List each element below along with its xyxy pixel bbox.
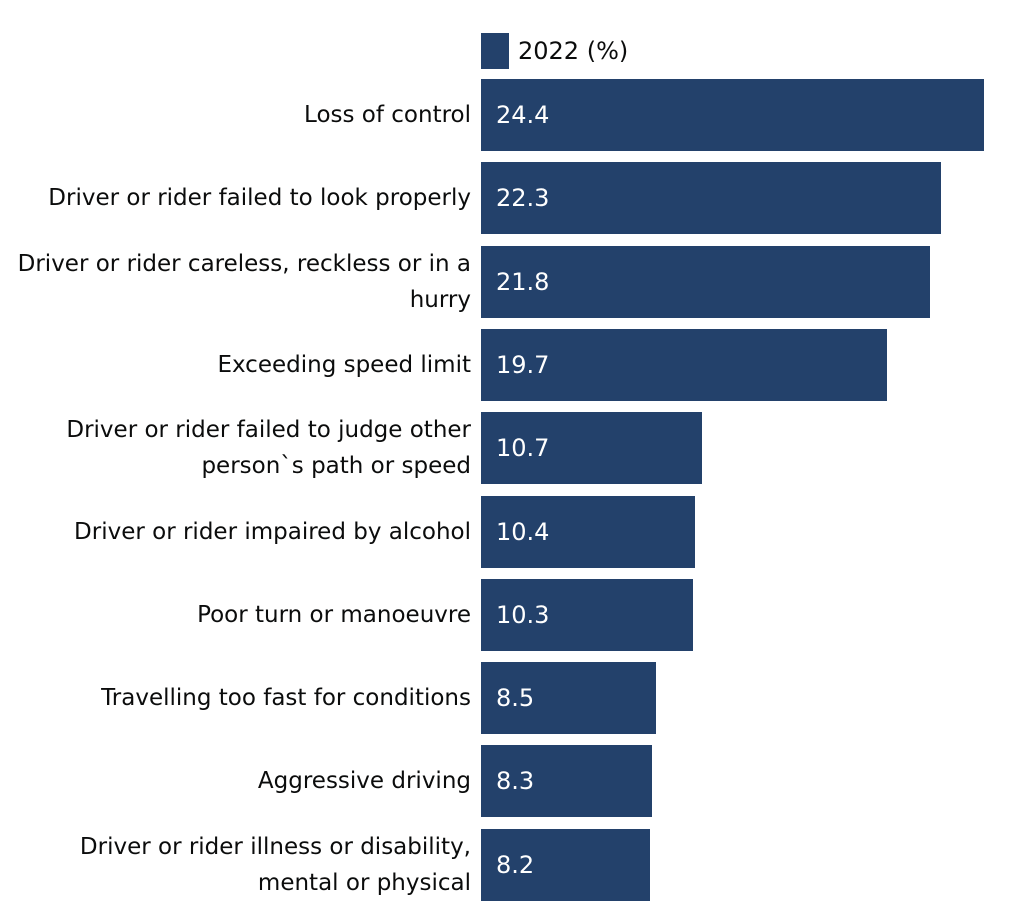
bar xyxy=(481,662,657,735)
legend-label: 2022 (%) xyxy=(518,37,629,65)
bar xyxy=(481,162,941,235)
data-label: 8.2 xyxy=(496,850,535,879)
data-label: 10.7 xyxy=(496,434,550,463)
category-label: Travelling too fast for conditions xyxy=(101,685,471,712)
bar xyxy=(481,245,931,318)
data-label: 19.7 xyxy=(496,350,550,379)
category-label: Aggressive driving xyxy=(257,768,471,795)
data-label: 10.3 xyxy=(496,600,550,629)
category-label: Driver or rider failed to look properly xyxy=(48,185,471,212)
bar xyxy=(481,578,694,651)
bar xyxy=(481,745,653,818)
category-label: Driver or rider failed to judge other pe… xyxy=(66,417,471,480)
data-label: 8.5 xyxy=(496,684,535,713)
data-label: 10.4 xyxy=(496,517,550,546)
data-label: 24.4 xyxy=(496,101,550,129)
category-label: Poor turn or manoeuvre xyxy=(197,601,471,628)
legend: 2022 (%) xyxy=(481,33,628,69)
data-label: 8.3 xyxy=(496,767,535,796)
data-label: 22.3 xyxy=(496,184,550,213)
bar xyxy=(481,828,651,901)
category-label: Driver or rider careless, reckless or in… xyxy=(17,250,471,313)
category-label: Loss of control xyxy=(304,102,471,128)
category-label: Driver or rider impaired by alcohol xyxy=(74,518,471,545)
bar xyxy=(481,495,696,568)
bar xyxy=(481,79,984,151)
data-label: 21.8 xyxy=(496,267,550,296)
category-label: Exceeding speed limit xyxy=(217,351,471,378)
category-label: Driver or rider illness or disability, m… xyxy=(79,833,471,896)
legend-swatch xyxy=(481,33,509,69)
bar xyxy=(481,328,888,401)
bar xyxy=(481,412,702,485)
